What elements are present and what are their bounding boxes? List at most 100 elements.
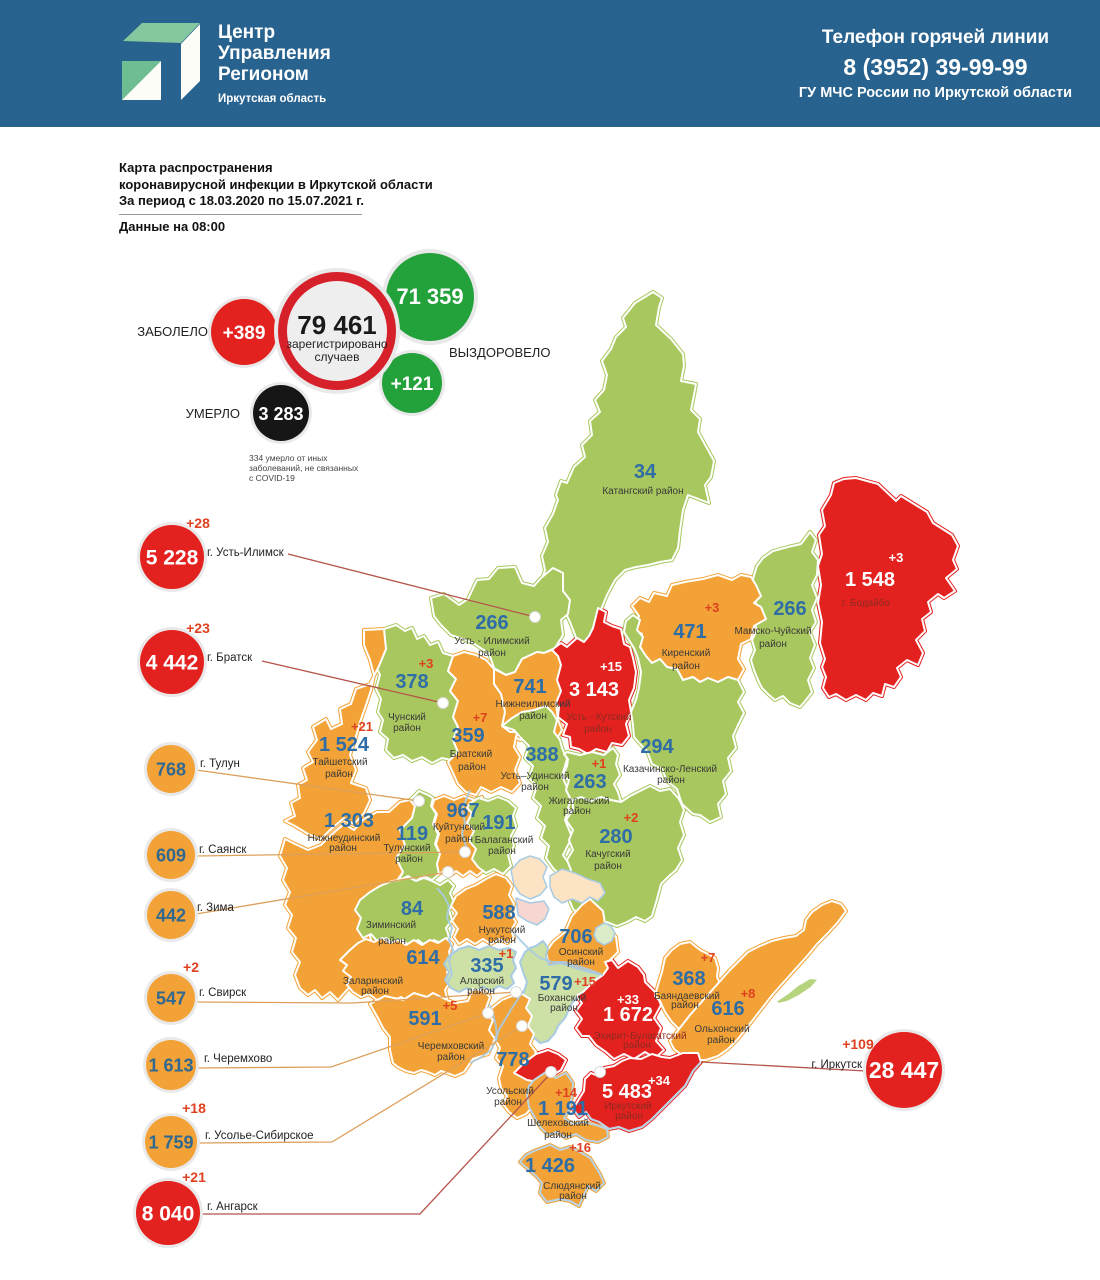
svg-text:Шелеховский: Шелеховский [527,1118,589,1129]
svg-text:71 359: 71 359 [396,284,463,309]
svg-text:+28: +28 [186,515,210,531]
svg-text:Слюдянский: Слюдянский [543,1181,601,1192]
svg-text:район: район [467,986,495,997]
svg-text:591: 591 [408,1008,441,1030]
svg-text:588: 588 [482,902,515,924]
svg-text:368: 368 [672,968,705,990]
svg-text:район: район [458,762,486,773]
svg-text:280: 280 [599,826,632,848]
svg-text:266: 266 [475,612,508,634]
svg-text:Братский: Братский [450,749,492,760]
svg-text:335: 335 [470,955,503,977]
svg-text:г. Иркутск: г. Иркутск [811,1059,863,1071]
svg-text:+21: +21 [182,1169,206,1185]
svg-text:ВЫЗДОРОВЕЛО: ВЫЗДОРОВЕЛО [449,345,550,360]
svg-text:+7: +7 [701,950,716,965]
svg-text:Жигаловский: Жигаловский [548,796,609,807]
svg-text:5 483: 5 483 [602,1081,652,1103]
svg-text:Эхирит-Булагатский: Эхирит-Булагатский [593,1031,686,1042]
svg-text:5 228: 5 228 [146,546,199,569]
svg-text:614: 614 [406,947,440,969]
svg-text:1 613: 1 613 [148,1055,193,1075]
svg-text:район: район [671,1000,699,1011]
svg-text:1 759: 1 759 [148,1132,193,1152]
svg-text:1 548: 1 548 [845,569,895,591]
svg-text:район: район [519,711,547,722]
svg-text:+389: +389 [223,323,266,344]
svg-text:471: 471 [673,621,706,643]
svg-text:Балаганский: Балаганский [475,835,534,846]
svg-text:район: район [615,1111,643,1122]
svg-text:294: 294 [640,736,674,758]
svg-text:34: 34 [634,461,657,483]
svg-text:район: район [325,769,353,780]
svg-text:+109: +109 [842,1036,874,1052]
svg-text:г. Ангарск: г. Ангарск [207,1201,259,1213]
svg-text:+23: +23 [186,620,210,636]
svg-text:Мамско-Чуйский: Мамско-Чуйский [734,626,811,637]
svg-text:с COVID-19: с COVID-19 [249,473,295,483]
svg-text:191: 191 [482,812,515,834]
svg-text:район: район [488,846,516,857]
svg-text:район: район [445,834,473,845]
svg-text:609: 609 [156,845,186,865]
svg-text:Нижнеилимский: Нижнеилимский [495,699,570,710]
svg-text:УМЕРЛО: УМЕРЛО [186,406,240,421]
svg-text:+1: +1 [592,756,607,771]
svg-text:8 040: 8 040 [142,1202,195,1225]
svg-text:388: 388 [525,744,558,766]
svg-text:район: район [707,1035,735,1046]
svg-text:+33: +33 [617,992,639,1007]
svg-text:Куйтунский: Куйтунский [433,822,485,833]
svg-text:1 672: 1 672 [603,1004,653,1026]
svg-text:Тайшетский: Тайшетский [312,757,367,768]
svg-text:Киренский: Киренский [662,648,711,659]
svg-text:Нижнеудинский: Нижнеудинский [308,833,381,844]
svg-text:район: район [478,648,506,659]
svg-text:район: район [563,806,591,817]
svg-text:+2: +2 [183,959,199,975]
svg-text:+3: +3 [419,656,434,671]
svg-text:Ольхонский: Ольхонский [694,1024,749,1035]
svg-text:547: 547 [156,988,186,1008]
svg-text:378: 378 [395,671,428,693]
svg-text:+5: +5 [443,998,458,1013]
svg-text:г. Зима: г. Зима [197,902,234,914]
svg-text:район: район [488,935,516,946]
svg-text:334 умерло от иных: 334 умерло от иных [249,453,328,463]
svg-text:741: 741 [513,676,546,698]
svg-text:+21: +21 [351,719,373,734]
svg-text:Катангский район: Катангский район [602,486,683,497]
svg-text:район: район [594,861,622,872]
svg-text:+15: +15 [600,659,622,674]
svg-text:+8: +8 [741,986,756,1001]
svg-text:г. Саянск: г. Саянск [199,844,247,856]
svg-text:Аларский: Аларский [460,976,504,987]
svg-text:+18: +18 [182,1100,206,1116]
svg-text:район: район [393,723,421,734]
svg-text:район: район [584,724,612,735]
svg-text:Усть - Илимский: Усть - Илимский [454,636,529,647]
svg-text:+7: +7 [473,710,488,725]
svg-text:79 461: 79 461 [297,310,377,340]
svg-text:Усть - Кутский: Усть - Кутский [566,712,631,723]
svg-text:263: 263 [573,771,606,793]
svg-text:Осинский: Осинский [559,947,603,958]
svg-text:+15: +15 [574,974,596,989]
svg-text:Зиминский: Зиминский [366,920,416,931]
svg-text:район: район [672,661,700,672]
svg-text:г. Свирск: г. Свирск [199,987,247,999]
svg-text:266: 266 [773,598,806,620]
svg-text:+3: +3 [705,600,720,615]
svg-text:г. Черемхово: г. Черемхово [204,1053,272,1065]
svg-text:967: 967 [446,800,479,822]
svg-text:3 143: 3 143 [569,679,619,701]
svg-text:г. Тулун: г. Тулун [200,758,240,770]
svg-text:+14: +14 [555,1085,578,1100]
svg-text:28 447: 28 447 [869,1057,939,1083]
svg-text:1 426: 1 426 [525,1155,575,1177]
svg-text:+2: +2 [624,810,639,825]
svg-text:4 442: 4 442 [146,651,199,674]
svg-text:район: район [378,936,406,947]
svg-text:+121: +121 [391,374,434,395]
